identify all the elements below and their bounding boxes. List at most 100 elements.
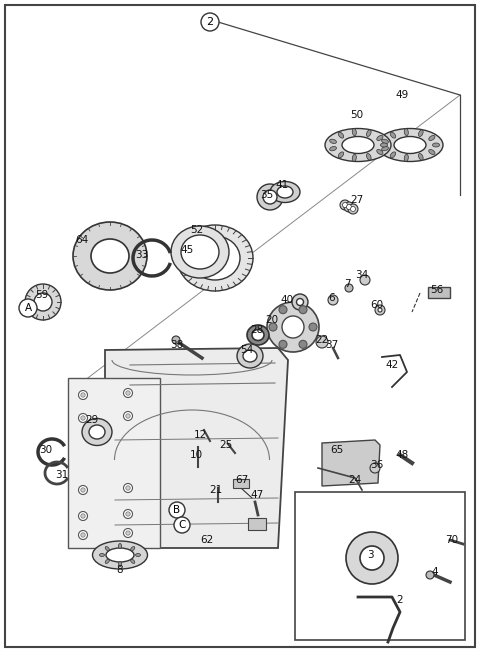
- Circle shape: [378, 308, 382, 312]
- Text: B: B: [173, 505, 180, 515]
- Ellipse shape: [82, 419, 112, 445]
- Bar: [248, 518, 266, 530]
- Ellipse shape: [177, 225, 253, 291]
- Text: 45: 45: [180, 245, 193, 255]
- Ellipse shape: [366, 130, 371, 136]
- Circle shape: [375, 305, 385, 315]
- Circle shape: [123, 484, 132, 492]
- Bar: [68, 378, 160, 548]
- Text: 20: 20: [265, 315, 278, 325]
- Circle shape: [81, 488, 85, 492]
- Ellipse shape: [243, 350, 257, 362]
- Circle shape: [343, 203, 348, 207]
- Circle shape: [279, 340, 287, 348]
- Text: 12: 12: [193, 430, 206, 440]
- Ellipse shape: [105, 559, 109, 563]
- Ellipse shape: [181, 235, 219, 269]
- Circle shape: [346, 532, 398, 584]
- Text: 60: 60: [371, 300, 384, 310]
- Circle shape: [123, 529, 132, 537]
- Circle shape: [126, 531, 130, 535]
- Circle shape: [123, 389, 132, 398]
- Circle shape: [79, 391, 87, 400]
- Text: 29: 29: [85, 415, 98, 425]
- Ellipse shape: [338, 132, 344, 138]
- Circle shape: [344, 202, 354, 212]
- Circle shape: [126, 391, 130, 395]
- Ellipse shape: [352, 155, 356, 161]
- Circle shape: [282, 316, 304, 338]
- Ellipse shape: [390, 152, 396, 158]
- Circle shape: [174, 517, 190, 533]
- Ellipse shape: [89, 425, 105, 439]
- Ellipse shape: [277, 186, 293, 198]
- Circle shape: [81, 416, 85, 420]
- Circle shape: [370, 463, 380, 473]
- Ellipse shape: [394, 136, 426, 153]
- Bar: [233, 479, 249, 488]
- Text: 62: 62: [200, 535, 214, 545]
- Circle shape: [309, 323, 317, 331]
- Circle shape: [328, 295, 338, 305]
- Circle shape: [79, 512, 87, 520]
- Ellipse shape: [99, 554, 105, 557]
- Bar: [428, 287, 450, 298]
- Text: 42: 42: [385, 360, 398, 370]
- Text: 28: 28: [251, 325, 264, 335]
- Circle shape: [345, 284, 353, 292]
- Text: 40: 40: [280, 295, 294, 305]
- Text: 35: 35: [260, 190, 274, 200]
- Ellipse shape: [419, 153, 423, 160]
- Ellipse shape: [93, 541, 147, 569]
- Circle shape: [350, 207, 356, 211]
- Circle shape: [316, 336, 328, 348]
- Circle shape: [79, 531, 87, 539]
- Circle shape: [257, 184, 283, 210]
- Ellipse shape: [73, 222, 147, 290]
- Ellipse shape: [270, 181, 300, 203]
- Ellipse shape: [119, 544, 121, 548]
- Ellipse shape: [338, 152, 344, 158]
- Text: 37: 37: [325, 340, 338, 350]
- Text: 8: 8: [117, 565, 123, 575]
- Circle shape: [279, 306, 287, 314]
- Circle shape: [360, 275, 370, 285]
- Text: 6: 6: [329, 293, 336, 303]
- Text: 65: 65: [330, 445, 344, 455]
- Ellipse shape: [404, 155, 408, 161]
- Text: 30: 30: [39, 445, 53, 455]
- Text: 50: 50: [350, 110, 363, 120]
- Circle shape: [340, 200, 350, 210]
- Text: 48: 48: [396, 450, 408, 460]
- Circle shape: [126, 512, 130, 516]
- Circle shape: [123, 411, 132, 421]
- Circle shape: [19, 299, 37, 317]
- Text: 4: 4: [432, 567, 438, 577]
- Text: 67: 67: [235, 475, 249, 485]
- Ellipse shape: [105, 546, 109, 551]
- Text: A: A: [24, 303, 32, 313]
- Text: 2: 2: [396, 595, 403, 605]
- Text: 36: 36: [371, 460, 384, 470]
- Polygon shape: [105, 348, 288, 548]
- Ellipse shape: [119, 561, 121, 567]
- Text: 59: 59: [36, 290, 48, 300]
- Ellipse shape: [325, 128, 391, 162]
- Circle shape: [299, 306, 307, 314]
- Text: 25: 25: [219, 440, 233, 450]
- Ellipse shape: [342, 136, 374, 153]
- Text: C: C: [178, 520, 186, 530]
- Bar: [295, 492, 465, 640]
- Circle shape: [81, 533, 85, 537]
- Text: 70: 70: [445, 535, 458, 545]
- Text: 33: 33: [135, 250, 149, 260]
- Text: 38: 38: [170, 340, 184, 350]
- Circle shape: [81, 514, 85, 518]
- Text: 24: 24: [348, 475, 361, 485]
- Ellipse shape: [131, 559, 135, 563]
- Text: 10: 10: [190, 450, 203, 460]
- Ellipse shape: [106, 548, 134, 562]
- Circle shape: [347, 205, 351, 209]
- Circle shape: [81, 393, 85, 397]
- Circle shape: [169, 502, 185, 518]
